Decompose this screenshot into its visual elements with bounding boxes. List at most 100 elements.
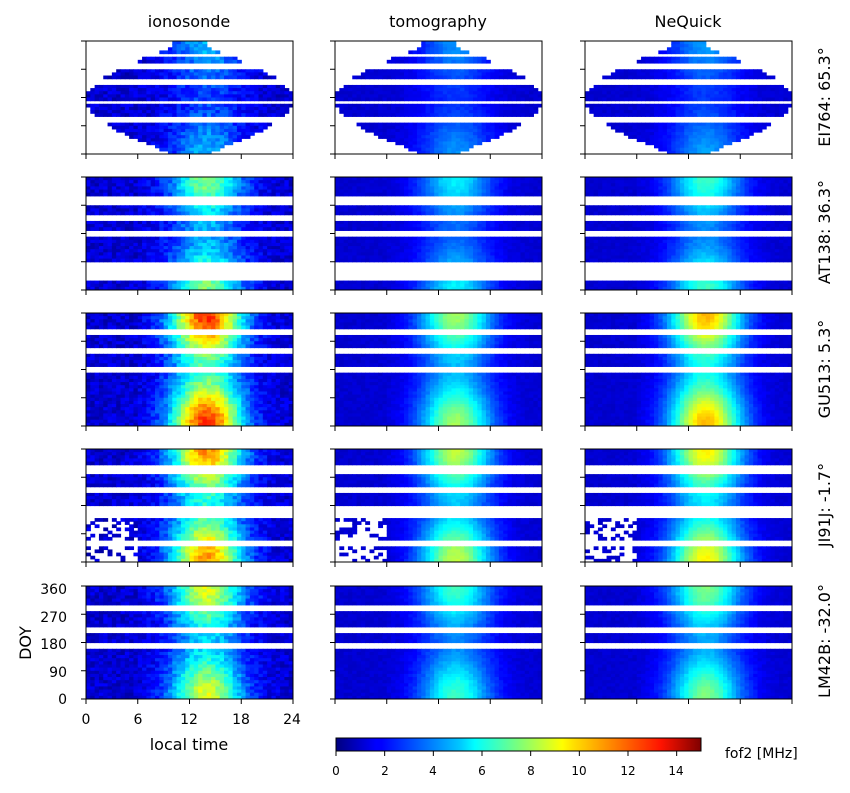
heatmap-cell [714, 75, 720, 80]
heatmap-cell [632, 110, 638, 114]
heatmap-cell [386, 59, 392, 64]
heatmap-cell [365, 227, 371, 231]
heatmap-cell [369, 252, 375, 257]
heatmap-cell [464, 132, 470, 136]
heatmap-cell [679, 50, 685, 55]
heatmap-cell [103, 113, 109, 117]
heatmap-cell [129, 125, 135, 130]
heatmap-cell [129, 208, 135, 213]
heatmap-cell [267, 236, 273, 241]
heatmap-cell [193, 138, 199, 143]
heatmap-cell [267, 286, 273, 290]
heatmap-cell [654, 94, 659, 99]
heatmap-cell [271, 189, 277, 194]
heatmap-cell [744, 103, 750, 108]
heatmap-cell [477, 255, 483, 260]
heatmap-cell [343, 186, 349, 191]
heatmap-cell [589, 183, 595, 188]
heatmap-cell [636, 75, 642, 80]
heatmap-cell [271, 255, 277, 260]
heatmap-cell [399, 91, 405, 95]
heatmap-cell [215, 186, 221, 191]
heatmap-cell [537, 286, 542, 290]
heatmap-cell [275, 88, 281, 92]
heatmap-cell [516, 205, 522, 209]
heatmap-cell [628, 91, 634, 95]
heatmap-cell [159, 128, 165, 133]
heatmap-cell [172, 91, 178, 95]
heatmap-cell [150, 220, 156, 225]
heatmap-cell [481, 94, 487, 99]
heatmap-cell [206, 59, 212, 64]
heatmap-cell [649, 88, 655, 92]
heatmap-cell [343, 91, 349, 95]
heatmap-cell [352, 208, 358, 213]
heatmap-cell [206, 72, 212, 77]
heatmap-panel [580, 40, 793, 159]
heatmap-cell [219, 97, 225, 102]
heatmap-cell [744, 69, 750, 73]
heatmap-cell [434, 59, 440, 64]
heatmap-cell [511, 249, 517, 253]
heatmap-cell [645, 110, 651, 114]
heatmap-cell [606, 103, 612, 108]
heatmap-cell [339, 94, 345, 99]
heatmap-cell [267, 84, 273, 89]
heatmap-cell [124, 128, 130, 133]
heatmap-cell [352, 94, 358, 99]
heatmap-cell [434, 224, 440, 228]
heatmap-cell [710, 128, 715, 133]
heatmap-cell [455, 239, 461, 244]
heatmap-cell [241, 252, 247, 257]
heatmap-cell [774, 106, 780, 111]
heatmap-cell [442, 255, 448, 260]
heatmap-cell [94, 224, 100, 228]
heatmap-cell [740, 75, 746, 80]
heatmap-cell [757, 113, 763, 117]
heatmap-cell [86, 227, 91, 231]
heatmap-cell [116, 97, 122, 102]
heatmap-cell [727, 113, 733, 117]
heatmap-cell [753, 72, 759, 77]
heatmap-cell [438, 44, 444, 48]
heatmap-cell [434, 147, 440, 152]
heatmap-cell [90, 177, 96, 181]
heatmap-cell [416, 227, 422, 231]
heatmap-cell [224, 110, 229, 114]
heatmap-cell [649, 125, 655, 130]
heatmap-cell [258, 227, 264, 231]
heatmap-cell [116, 177, 122, 181]
heatmap-cell [766, 110, 772, 114]
heatmap-cell [468, 84, 474, 89]
heatmap-cell [447, 75, 453, 80]
heatmap-cell [757, 125, 763, 130]
heatmap-cell [524, 91, 530, 95]
heatmap-cell [159, 224, 165, 228]
heatmap-cell [494, 125, 500, 130]
heatmap-cell [507, 183, 513, 188]
heatmap-cell [288, 91, 293, 95]
heatmap-cell [133, 255, 139, 260]
heatmap-cell [232, 59, 238, 64]
heatmap-cell [219, 177, 225, 181]
heatmap-cell [262, 220, 268, 225]
heatmap-cell [442, 280, 448, 285]
heatmap-cell [692, 132, 698, 136]
heatmap-cell [137, 258, 143, 263]
heatmap-cell [399, 128, 405, 133]
heatmap-cell [142, 236, 147, 241]
heatmap-cell [529, 242, 534, 247]
heatmap-cell [271, 286, 277, 290]
heatmap-cell [473, 283, 478, 288]
heatmap-cell [288, 283, 293, 288]
heatmap-cell [378, 180, 384, 184]
heatmap-cell [206, 249, 212, 253]
heatmap-cell [481, 242, 487, 247]
heatmap-cell [671, 59, 677, 64]
heatmap-cell [219, 280, 225, 285]
heatmap-cell [382, 103, 388, 108]
heatmap-cell [343, 97, 349, 102]
heatmap-cell [232, 252, 238, 257]
heatmap-cell [155, 69, 160, 73]
heatmap-cell [628, 125, 634, 130]
